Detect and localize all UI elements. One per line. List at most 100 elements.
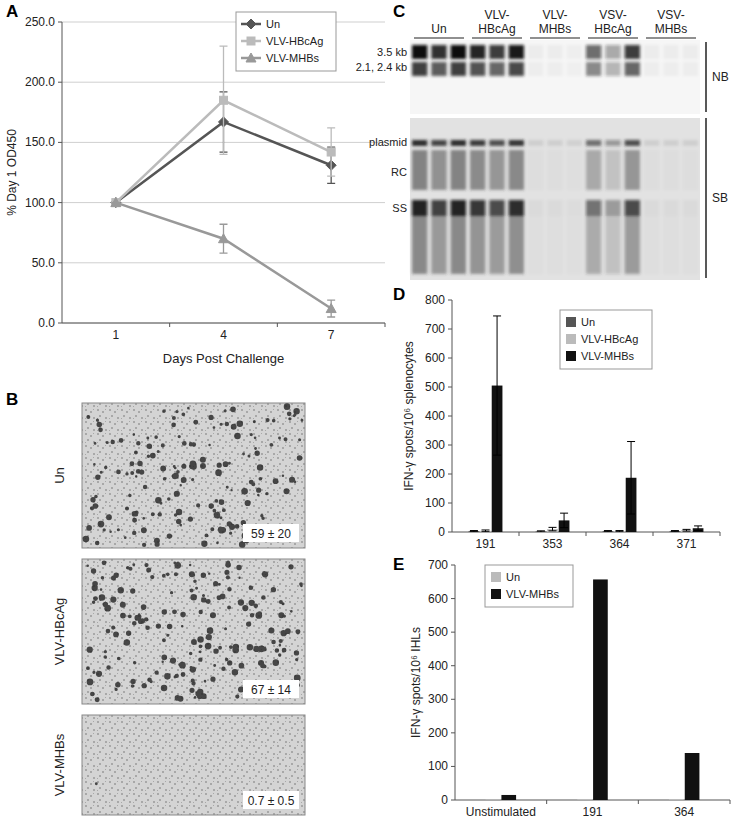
band-3.5kb [683,45,698,59]
group-label: HBcAg [594,22,631,36]
y-tick-label: 700 [428,558,448,572]
band-2kb [470,62,485,76]
micrograph [82,715,305,815]
bar [480,531,491,532]
y-tick [58,142,62,143]
bar [685,753,700,800]
point [111,198,121,208]
blot-label: SB [712,191,728,205]
band-plasmid [431,140,446,146]
band-plasmid [547,140,562,146]
smear-low [489,216,504,274]
bar [681,530,692,532]
smear-rc [683,150,698,190]
y-tick [448,329,452,330]
group-underline [472,37,522,38]
count-label: 0.7 ± 0.5 [248,794,295,808]
group-label: VSV- [599,8,626,22]
y-axis [455,565,456,800]
plot-area [111,46,336,317]
row-label: Un [52,467,67,484]
lane [412,45,427,274]
y-axis-label: IFN-γ spots/10⁶ splenocytes [402,341,416,491]
smear-rc [509,150,524,190]
bar [614,531,625,532]
band-2kb [644,62,659,76]
y-tick-label: 500 [428,625,448,639]
smear-low [625,216,640,274]
y-tick [58,323,62,324]
band-3.5kb [605,45,620,59]
band-2kb [605,62,620,76]
smear-rc [489,150,504,190]
band-label: plasmid [369,136,407,148]
legend-label: Un [581,316,595,328]
point [112,199,120,207]
error-bar [671,531,679,532]
y-tick [448,300,452,301]
micrograph [82,403,305,548]
group-label: MHBs [655,22,688,36]
x-tick [586,532,587,536]
lane [663,45,678,274]
error-bar [537,531,545,532]
x-tick [730,800,731,804]
band-2kb [412,62,427,76]
bar [593,579,608,800]
band-2kb [586,62,601,76]
x-tick-label: 1 [112,328,119,342]
smear-low [509,216,524,274]
blot-label: NB [712,70,729,84]
x-tick [638,800,639,804]
band-ss [625,200,640,216]
lane [451,45,466,274]
band-3.5kb [412,45,427,59]
band-ss [567,200,582,216]
band-plasmid [683,140,698,146]
y-tick [448,416,452,417]
smear-rc [470,150,485,190]
error-bar [327,128,335,176]
y-axis [62,22,63,323]
smear-rc [644,150,659,190]
band-2kb [663,62,678,76]
bar [670,531,681,532]
bracket [705,42,707,112]
y-tick [448,532,452,533]
band-ss [683,200,698,216]
y-tick-label: 0.0 [38,316,55,330]
count-box [243,680,299,698]
band-ss [547,200,562,216]
smear-low [683,216,698,274]
y-tick [448,358,452,359]
y-tick-label: 600 [428,592,448,606]
smear-low [663,216,678,274]
group-label: VLV- [542,8,567,22]
band-label: RC [391,166,407,178]
y-tick-label: 0 [438,525,445,539]
legend-marker [246,19,256,29]
lane [605,45,620,274]
band-plasmid [644,140,659,146]
count-label: 59 ± 20 [251,527,291,541]
x-tick-label: 7 [328,328,335,342]
x-tick [169,323,170,327]
x-tick [546,800,547,804]
legend-label: VLV-HBcAg [266,35,323,47]
x-axis [62,323,385,324]
y-tick [448,503,452,504]
smear-rc [431,150,446,190]
band-plasmid [586,140,601,146]
y-tick [451,632,455,633]
band-plasmid [489,140,504,146]
count-label: 67 ± 14 [251,683,291,697]
group-label: Un [431,22,446,36]
band-ss [470,200,485,216]
lane [625,45,640,274]
y-tick-label: 150.0 [25,135,55,149]
smear-rc [663,150,678,190]
smear-low [470,216,485,274]
band-3.5kb [431,45,446,59]
bar [501,795,516,800]
band-ss [663,200,678,216]
